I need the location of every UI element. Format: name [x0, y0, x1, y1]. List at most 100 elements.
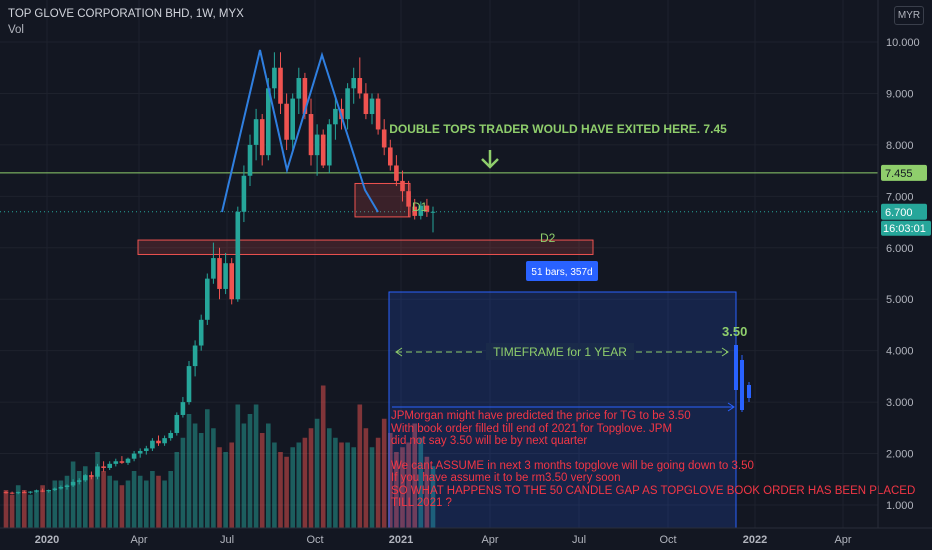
bars-range-label: 51 bars, 357d: [531, 267, 592, 278]
grid: [0, 0, 878, 528]
candle-body: [137, 450, 143, 454]
target-label: 3.50: [722, 324, 747, 339]
candle-body: [15, 492, 21, 494]
volume-bars: [3, 385, 436, 528]
volume-bar: [406, 442, 411, 528]
chart-title: TOP GLOVE CORPORATION BHD, 1W, MYX: [8, 8, 244, 20]
candle-body: [186, 366, 192, 403]
candle-body: [369, 98, 375, 115]
candle-body: [284, 103, 289, 140]
candle-body: [351, 78, 356, 89]
volume-bar: [430, 466, 436, 528]
note-block[interactable]: JPMorgan might have predicted the price …: [391, 410, 915, 509]
candle-body: [241, 175, 247, 212]
volume-bar: [211, 428, 216, 528]
price-tick-label: 9.000: [886, 88, 914, 100]
last-price-tag: [881, 203, 927, 220]
volume-bar: [64, 475, 70, 528]
volume-bar: [302, 437, 308, 528]
timeframe-arrowhead-left: [395, 347, 403, 357]
volume-bar: [58, 480, 64, 528]
price-axis[interactable]: 1.000 2.000 3.000 4.000 5.000 6.000 7.000 8.000…: [877, 0, 920, 528]
volume-bar: [314, 418, 320, 528]
candle-body: [64, 485, 70, 487]
note-line: We cant ASSUME in next 3 months topglove…: [391, 460, 754, 472]
volume-bar: [101, 471, 106, 528]
price-tick-label: 8.000: [886, 140, 914, 152]
currency-button[interactable]: MYR: [894, 6, 924, 25]
volume-bar: [137, 475, 143, 528]
volume-bar: [76, 471, 82, 528]
candle-body: [192, 345, 198, 367]
candle-body: [113, 461, 119, 464]
volume-bar: [113, 480, 119, 528]
projection-box[interactable]: [388, 291, 737, 529]
price-tick-label: 1.000: [886, 500, 914, 512]
candle-body: [412, 206, 417, 216]
candle-body: [70, 481, 76, 486]
volume-bar: [235, 404, 241, 528]
volume-bar: [333, 437, 338, 528]
volume-bar: [284, 456, 289, 528]
volume-bar: [83, 466, 88, 528]
candle-body: [144, 448, 149, 451]
price-tick-label: 3.000: [886, 397, 914, 409]
volume-bar: [266, 423, 271, 528]
candle-body: [211, 258, 216, 279]
candle-body: [235, 211, 241, 300]
volume-bar: [9, 494, 15, 528]
volume-bar: [46, 490, 51, 528]
volume-bar: [339, 442, 344, 528]
candle-body: [320, 134, 326, 166]
double-top-pattern[interactable]: [221, 49, 379, 213]
time-tick-label: Apr: [834, 534, 851, 546]
projected-candle-body: [747, 385, 751, 398]
price-tick-label: 5.000: [886, 294, 914, 306]
last-price-tag-text: 6.700: [885, 207, 913, 219]
candle-body: [198, 319, 204, 346]
candle-body: [46, 490, 51, 492]
price-tick-label: 2.000: [886, 449, 914, 461]
candle-body: [333, 108, 338, 125]
volume-bar: [223, 452, 228, 528]
down-arrow-head: [481, 158, 499, 169]
candle-body: [217, 258, 222, 289]
volume-bar: [144, 480, 149, 528]
time-tick-label: 2020: [35, 534, 59, 546]
time-axis[interactable]: 2020 Apr Jul Oct 2021 Apr Jul Oct 2022 Apr: [0, 527, 932, 546]
candle-body: [52, 488, 58, 491]
exit-annotation[interactable]: DOUBLE TOPS TRADER WOULD HAVE EXITED HER…: [389, 122, 727, 136]
d2-zone[interactable]: [137, 239, 594, 255]
candle-body: [168, 432, 173, 439]
volume-bar: [205, 409, 210, 528]
volume-indicator-label[interactable]: Vol: [8, 24, 24, 36]
volume-bar: [70, 461, 76, 528]
note-line: If you have assume it to be rm3.50 very …: [391, 472, 620, 484]
volume-bar: [320, 385, 326, 528]
price-tick-label: 6.000: [886, 243, 914, 255]
candle-body: [314, 134, 320, 156]
volume-bar: [381, 418, 387, 528]
price-tick-label: 7.000: [886, 191, 914, 203]
candle-body: [229, 263, 234, 300]
candle-body: [363, 93, 369, 115]
volume-bar: [363, 428, 369, 528]
time-tick-label: Jul: [220, 534, 234, 546]
projected-candle-body: [740, 360, 744, 410]
bottom-arrowhead: [727, 402, 735, 412]
volume-bar: [351, 447, 356, 528]
volume-bar: [119, 485, 125, 528]
time-tick-label: Oct: [306, 534, 323, 546]
volume-bar: [95, 452, 100, 528]
volume-bar: [327, 428, 332, 528]
price-tick-label: 4.000: [886, 346, 914, 358]
d1-label: D1: [412, 200, 428, 214]
candle-body: [9, 492, 15, 494]
candle-body: [406, 191, 411, 207]
volume-bar: [253, 404, 259, 528]
volume-bar: [290, 447, 295, 528]
candle-body: [430, 211, 436, 213]
volume-bar: [89, 475, 94, 528]
candle-body: [3, 492, 9, 494]
